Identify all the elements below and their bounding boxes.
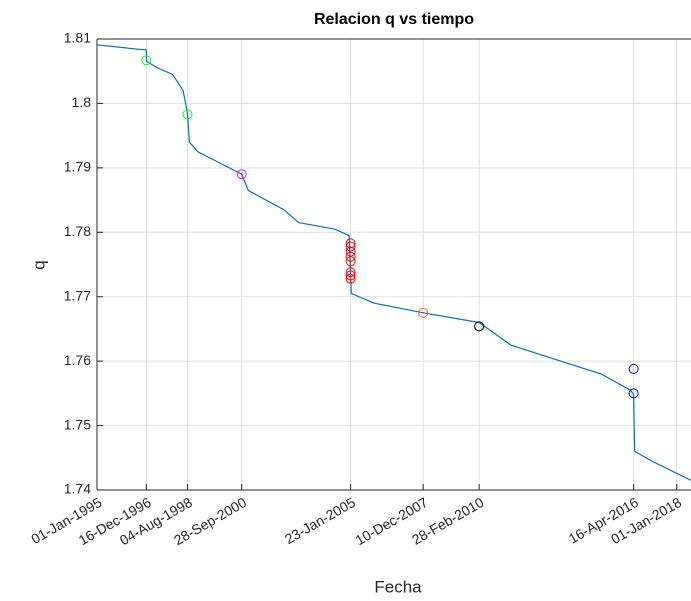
data-point <box>345 238 356 249</box>
data-point <box>345 241 356 252</box>
data-point <box>345 246 356 257</box>
data-point <box>141 55 152 66</box>
y-tick-label: 1.75 <box>64 416 91 432</box>
data-point <box>474 321 485 332</box>
data-line <box>96 44 691 481</box>
data-point <box>628 388 639 399</box>
y-tick-label: 1.8 <box>72 94 92 110</box>
data-point <box>418 307 429 318</box>
y-tick-label: 1.77 <box>64 287 91 303</box>
y-axis-label: q <box>29 260 48 269</box>
data-point <box>236 169 247 180</box>
y-tick-label: 1.81 <box>64 30 91 46</box>
y-tick-label: 1.76 <box>64 352 91 368</box>
data-point <box>345 251 356 262</box>
y-tick-label: 1.79 <box>64 159 91 175</box>
y-tick-label: 1.74 <box>64 481 91 497</box>
x-tick-label: 23-Jan-2005 <box>282 494 358 547</box>
data-point <box>345 273 356 284</box>
data-point <box>182 109 193 120</box>
y-tick-label: 1.78 <box>64 223 91 239</box>
data-point <box>345 270 356 281</box>
x-axis-label: Fecha <box>374 577 422 596</box>
data-point <box>345 267 356 278</box>
data-point <box>345 256 356 267</box>
chart-title: Relacion q vs tiempo <box>314 11 474 28</box>
data-point <box>628 363 639 374</box>
